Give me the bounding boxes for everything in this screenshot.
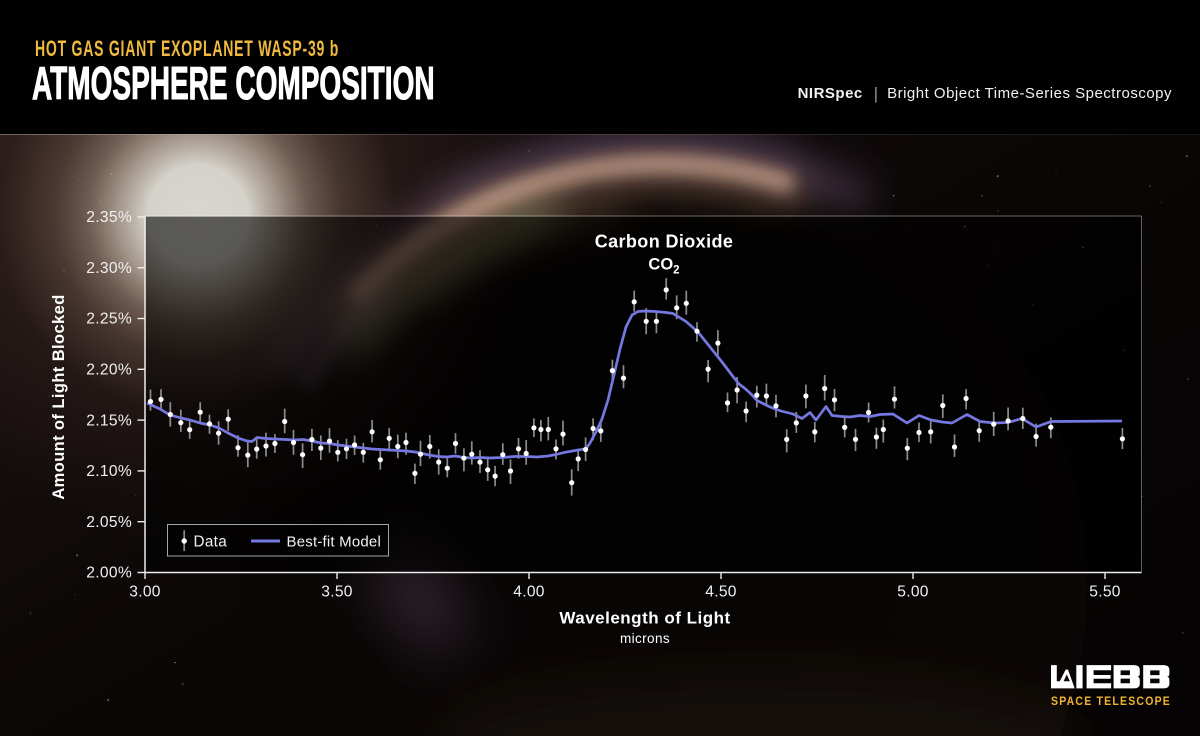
svg-text:2.20%: 2.20% — [86, 362, 132, 379]
svg-text:microns: microns — [620, 631, 670, 646]
svg-text:3.00: 3.00 — [129, 584, 161, 601]
svg-text:Best-fit Model: Best-fit Model — [287, 533, 382, 550]
svg-text:5.00: 5.00 — [897, 584, 929, 601]
svg-text:Data: Data — [194, 533, 228, 550]
svg-text:4.00: 4.00 — [513, 584, 545, 601]
svg-text:2.00%: 2.00% — [86, 565, 132, 582]
svg-text:2.15%: 2.15% — [86, 412, 132, 429]
svg-text:Amount of Light Blocked: Amount of Light Blocked — [50, 294, 68, 499]
svg-text:Wavelength of Light: Wavelength of Light — [559, 609, 730, 628]
svg-text:CO2: CO2 — [648, 256, 679, 277]
svg-text:2.25%: 2.25% — [86, 311, 132, 328]
svg-text:Carbon Dioxide: Carbon Dioxide — [595, 232, 734, 252]
svg-text:2.10%: 2.10% — [86, 463, 132, 480]
svg-text:4.50: 4.50 — [705, 584, 737, 601]
svg-text:2.35%: 2.35% — [86, 209, 132, 226]
svg-text:5.50: 5.50 — [1089, 584, 1121, 601]
svg-text:2.05%: 2.05% — [86, 514, 132, 531]
svg-text:2.30%: 2.30% — [86, 260, 132, 277]
svg-text:3.50: 3.50 — [321, 584, 353, 601]
